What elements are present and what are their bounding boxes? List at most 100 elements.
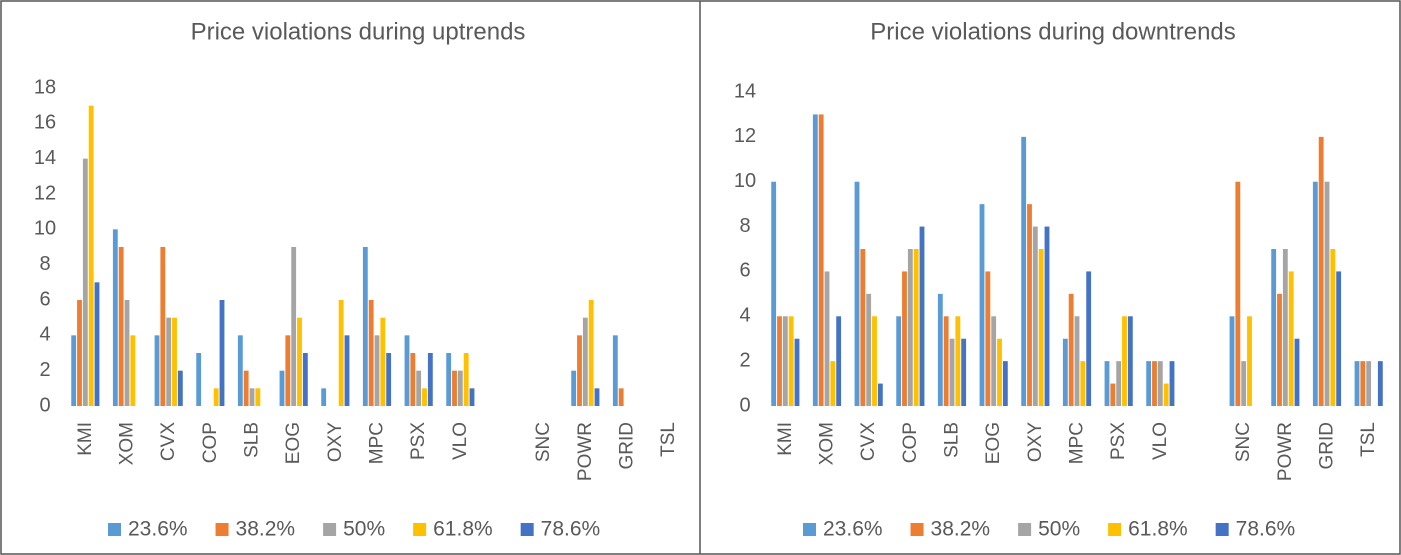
- x-tick-label: XOM: [817, 422, 838, 465]
- y-tick-label: 0: [739, 394, 750, 416]
- legend-label: 23.6%: [823, 518, 883, 541]
- bar: [82, 158, 88, 406]
- bar: [919, 226, 925, 406]
- bar: [877, 383, 883, 406]
- bar: [949, 338, 955, 406]
- legend-swatch: [413, 523, 427, 536]
- bar: [1044, 226, 1050, 406]
- bar: [777, 316, 782, 406]
- bar: [1360, 361, 1366, 406]
- y-tick-label: 2: [39, 359, 50, 381]
- bar: [285, 335, 291, 406]
- bar: [94, 282, 100, 406]
- bar: [1038, 249, 1044, 406]
- legend-label: 50%: [343, 518, 385, 541]
- bar: [902, 271, 907, 406]
- legend-label: 50%: [1038, 518, 1080, 541]
- bar: [1241, 361, 1247, 406]
- bar: [1318, 136, 1324, 406]
- legend: 23.6% 38.2% 50% 61.8% 78.6%: [108, 518, 600, 541]
- bar: [344, 335, 350, 406]
- bar: [1104, 361, 1110, 406]
- x-tick-label: VLO: [1150, 422, 1171, 460]
- bar: [1068, 293, 1074, 406]
- bar: [854, 181, 860, 406]
- bar: [1324, 181, 1330, 406]
- x-tick-label: PSX: [1108, 422, 1129, 460]
- bar: [1247, 316, 1252, 406]
- bar: [577, 335, 582, 406]
- bar: [1027, 204, 1032, 406]
- bar: [249, 388, 255, 406]
- bar: [1229, 316, 1235, 406]
- bar: [1002, 361, 1008, 406]
- bar: [243, 370, 249, 406]
- bar: [321, 388, 327, 406]
- bar: [302, 353, 308, 406]
- x-tick-label: SLB: [242, 422, 263, 458]
- bar: [1080, 361, 1086, 406]
- bar: [771, 181, 777, 406]
- bar: [172, 317, 177, 406]
- bar: [788, 316, 794, 406]
- bar: [812, 114, 818, 406]
- x-tick-label: PSX: [408, 422, 429, 460]
- bar: [594, 388, 600, 406]
- bar: [1294, 338, 1300, 406]
- bar: [112, 229, 118, 406]
- y-tick-label: 2: [739, 349, 750, 371]
- y-tick-label: 16: [34, 112, 56, 134]
- bar: [452, 370, 457, 406]
- x-tick-label: EOG: [283, 422, 304, 464]
- bar: [1146, 361, 1152, 406]
- bar: [818, 114, 824, 406]
- bar: [1312, 181, 1318, 406]
- bar: [196, 353, 202, 406]
- bar: [386, 353, 392, 406]
- bar: [997, 338, 1002, 406]
- bar: [782, 316, 788, 406]
- x-tick-label: MPC: [367, 422, 388, 464]
- y-tick-label: 10: [34, 218, 56, 240]
- bar: [1330, 249, 1336, 406]
- bar: [1366, 361, 1372, 406]
- bar: [380, 317, 386, 406]
- bar: [130, 335, 136, 406]
- bar: [794, 338, 800, 406]
- x-tick-label: TSL: [1358, 422, 1379, 457]
- bar: [1163, 383, 1169, 406]
- x-tick-label: SNC: [533, 422, 554, 462]
- bar: [374, 335, 380, 406]
- bar: [213, 388, 219, 406]
- bar: [404, 335, 410, 406]
- bar: [77, 300, 82, 406]
- bar: [1282, 249, 1288, 406]
- bar: [166, 317, 172, 406]
- bar: [1086, 271, 1092, 406]
- bar: [937, 293, 943, 406]
- bar: [1157, 361, 1163, 406]
- bar: [979, 204, 985, 406]
- y-tick-label: 4: [39, 324, 50, 346]
- bar: [1271, 249, 1277, 406]
- bar: [1377, 361, 1383, 406]
- bar: [160, 247, 166, 406]
- bar: [830, 361, 836, 406]
- bar: [124, 300, 130, 406]
- bar: [177, 370, 183, 406]
- x-tick-label: OXY: [325, 422, 346, 462]
- y-tick-label: 8: [39, 253, 50, 275]
- bar: [955, 316, 961, 406]
- x-tick-label: XOM: [117, 422, 138, 465]
- x-tick-label: POWR: [575, 422, 596, 481]
- x-tick-label: CVX: [158, 422, 179, 461]
- bar: [896, 316, 902, 406]
- legend-label: 23.6%: [128, 518, 188, 541]
- bar: [1062, 338, 1068, 406]
- bar: [219, 300, 225, 406]
- legend-swatch: [323, 523, 337, 536]
- y-tick-label: 10: [734, 170, 756, 192]
- legend-label: 78.6%: [541, 518, 601, 541]
- legend-label: 61.8%: [1128, 518, 1188, 541]
